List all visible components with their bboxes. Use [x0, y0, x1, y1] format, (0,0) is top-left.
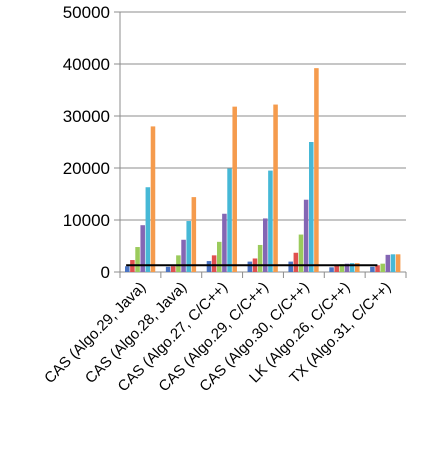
bar [191, 197, 197, 272]
bar [370, 266, 375, 272]
bar [247, 261, 253, 272]
bar [135, 247, 140, 272]
bar [298, 234, 304, 272]
bar [349, 263, 355, 272]
bar [293, 252, 299, 272]
bar [385, 254, 391, 272]
bar [329, 267, 334, 272]
bar [227, 168, 232, 272]
bar [186, 221, 191, 272]
bar [334, 265, 339, 272]
bar [217, 241, 222, 272]
bar [339, 264, 345, 272]
bar [150, 126, 156, 273]
bar [125, 266, 130, 272]
bar [344, 263, 350, 272]
bar [222, 213, 227, 272]
bar [314, 68, 319, 272]
bar [257, 244, 263, 272]
bar [171, 266, 176, 272]
bar [395, 254, 401, 272]
bar [206, 261, 212, 272]
bar [181, 239, 186, 272]
bar [380, 263, 385, 272]
bar [375, 265, 380, 272]
bar [309, 142, 314, 272]
y-tick-label: 50000 [63, 3, 110, 22]
bar [165, 266, 171, 272]
bar [288, 261, 293, 272]
bar [176, 255, 181, 272]
bar [390, 254, 396, 272]
y-tick-label: 10000 [63, 211, 110, 230]
bar [303, 199, 309, 272]
bar [355, 263, 360, 272]
y-tick-label: 30000 [63, 107, 110, 126]
bar [268, 170, 273, 272]
y-tick-label: 0 [101, 263, 110, 282]
y-tick-label: 40000 [63, 55, 110, 74]
bar [273, 104, 278, 272]
bar [145, 187, 151, 272]
bar [211, 255, 217, 272]
y-tick-label: 20000 [63, 159, 110, 178]
bar [263, 218, 268, 272]
bar [140, 225, 145, 272]
bar [232, 106, 237, 272]
